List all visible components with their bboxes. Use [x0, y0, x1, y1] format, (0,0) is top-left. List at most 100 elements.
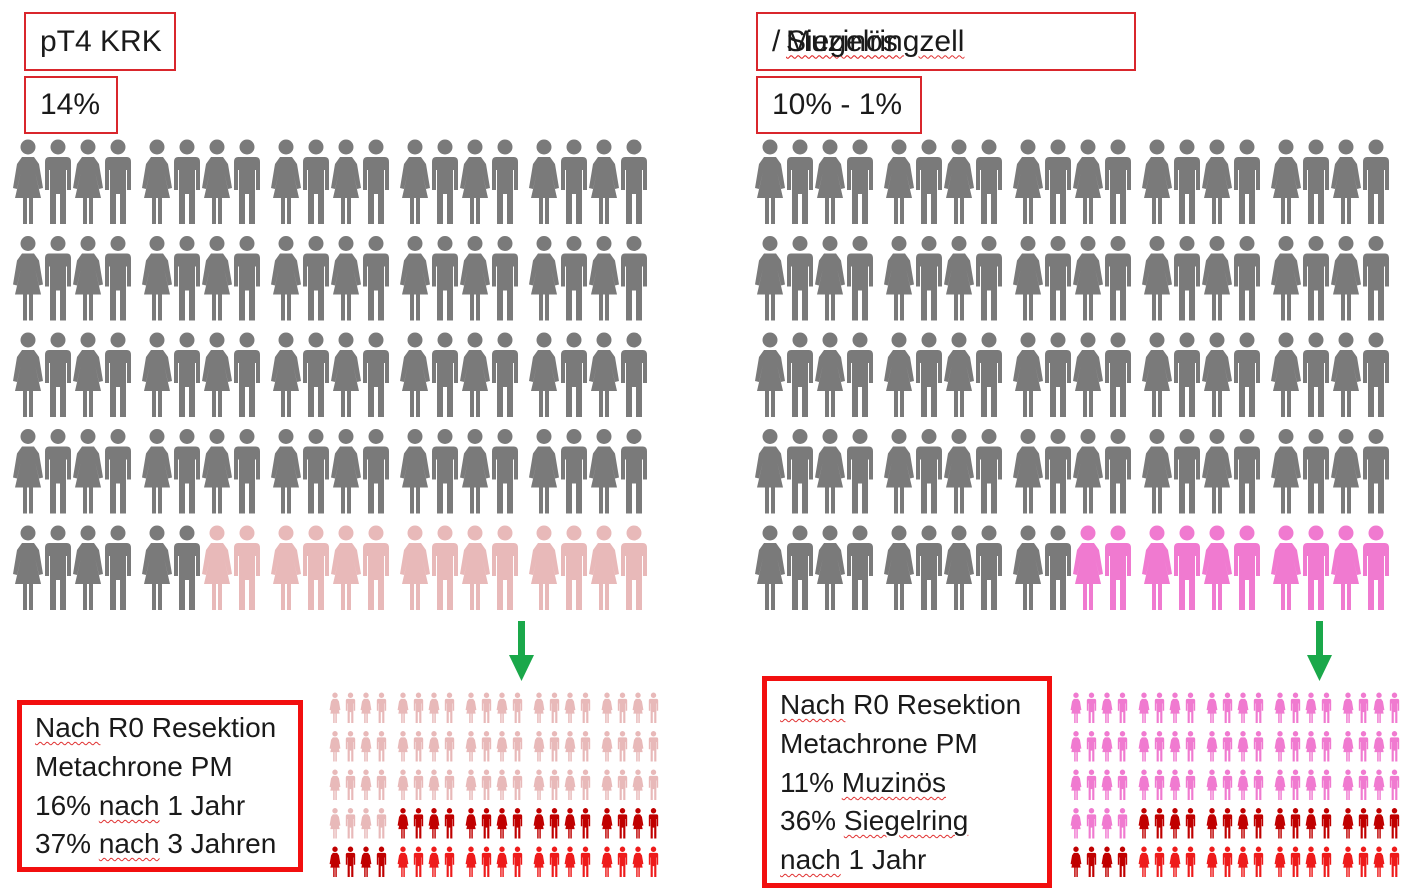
person-icon: [755, 429, 785, 514]
person-icon: [512, 692, 523, 723]
person-icon: [45, 332, 71, 417]
person-icon: [512, 846, 523, 877]
person-icon: [1154, 769, 1165, 800]
right-callout-line-4: 36% Siegelring: [780, 805, 969, 836]
person-icon: [1237, 731, 1249, 762]
person-icon: [1237, 769, 1249, 800]
person-icon: [1105, 429, 1131, 514]
person-icon: [561, 429, 587, 514]
person-icon: [512, 808, 523, 839]
person-icon: [1271, 525, 1301, 610]
person-icon: [376, 846, 387, 877]
right-callout-line-1: Nach R0 Resektion: [780, 689, 1022, 720]
person-icon: [1013, 525, 1043, 610]
person-icon: [632, 769, 644, 800]
person-icon: [1142, 332, 1172, 417]
person-icon: [202, 429, 232, 514]
person-icon: [271, 429, 301, 514]
person-icon: [755, 332, 785, 417]
person-icon: [174, 525, 200, 610]
person-icon: [444, 808, 455, 839]
person-icon: [847, 429, 873, 514]
person-icon: [1142, 139, 1172, 224]
person-icon: [1142, 236, 1172, 321]
person-icon: [432, 429, 458, 514]
person-icon: [1234, 525, 1260, 610]
person-icon: [976, 332, 1002, 417]
person-icon: [1363, 332, 1389, 417]
person-icon: [465, 731, 477, 762]
person-icon: [815, 332, 845, 417]
left-callout-line-1: Nach R0 Resektion: [35, 712, 277, 743]
person-icon: [1321, 731, 1332, 762]
person-icon: [492, 429, 518, 514]
person-icon: [202, 332, 232, 417]
person-icon: [397, 846, 409, 877]
person-icon: [944, 236, 974, 321]
person-icon: [400, 236, 430, 321]
person-icon: [648, 692, 659, 723]
person-icon: [944, 139, 974, 224]
person-icon: [1331, 332, 1361, 417]
left-down-arrow: [509, 621, 534, 681]
person-icon: [601, 808, 613, 839]
person-icon: [1154, 846, 1165, 877]
left-title-box: pT4 KRK: [24, 12, 176, 71]
person-icon: [976, 429, 1002, 514]
person-icon: [432, 236, 458, 321]
person-icon: [363, 332, 389, 417]
person-icon: [564, 846, 576, 877]
person-icon: [329, 731, 341, 762]
person-icon: [444, 731, 455, 762]
person-icon: [621, 332, 647, 417]
person-icon: [13, 525, 43, 610]
person-icon: [303, 525, 329, 610]
person-icon: [1290, 731, 1301, 762]
person-icon: [755, 236, 785, 321]
person-icon: [561, 332, 587, 417]
person-icon: [496, 846, 508, 877]
person-icon: [1105, 139, 1131, 224]
person-icon: [1358, 808, 1369, 839]
person-icon: [1342, 808, 1354, 839]
person-icon: [363, 429, 389, 514]
person-icon: [1373, 769, 1385, 800]
person-icon: [1174, 236, 1200, 321]
person-icon: [1169, 808, 1181, 839]
person-icon: [1185, 769, 1196, 800]
person-icon: [444, 769, 455, 800]
person-icon: [580, 692, 591, 723]
person-icon: [589, 139, 619, 224]
left-callout-line-3: 16% nach 1 Jahr: [35, 790, 246, 821]
person-icon: [234, 429, 260, 514]
person-icon: [1117, 769, 1128, 800]
person-icon: [1154, 692, 1165, 723]
person-icon: [1389, 692, 1400, 723]
person-icon: [432, 332, 458, 417]
person-icon: [142, 139, 172, 224]
person-icon: [234, 236, 260, 321]
person-icon: [1303, 525, 1329, 610]
person-icon: [329, 692, 341, 723]
person-icon: [271, 332, 301, 417]
person-icon: [174, 429, 200, 514]
person-icon: [1045, 332, 1071, 417]
person-icon: [617, 692, 628, 723]
person-icon: [1185, 731, 1196, 762]
person-icon: [400, 429, 430, 514]
person-icon: [1101, 808, 1113, 839]
person-icon: [1389, 731, 1400, 762]
person-icon: [1117, 731, 1128, 762]
person-icon: [564, 731, 576, 762]
person-icon: [580, 846, 591, 877]
person-icon: [1070, 846, 1082, 877]
person-icon: [1321, 692, 1332, 723]
person-icon: [1234, 429, 1260, 514]
person-icon: [360, 769, 372, 800]
person-icon: [1271, 332, 1301, 417]
person-icon: [884, 139, 914, 224]
person-icon: [360, 846, 372, 877]
person-icon: [529, 429, 559, 514]
person-icon: [549, 846, 560, 877]
person-icon: [601, 731, 613, 762]
